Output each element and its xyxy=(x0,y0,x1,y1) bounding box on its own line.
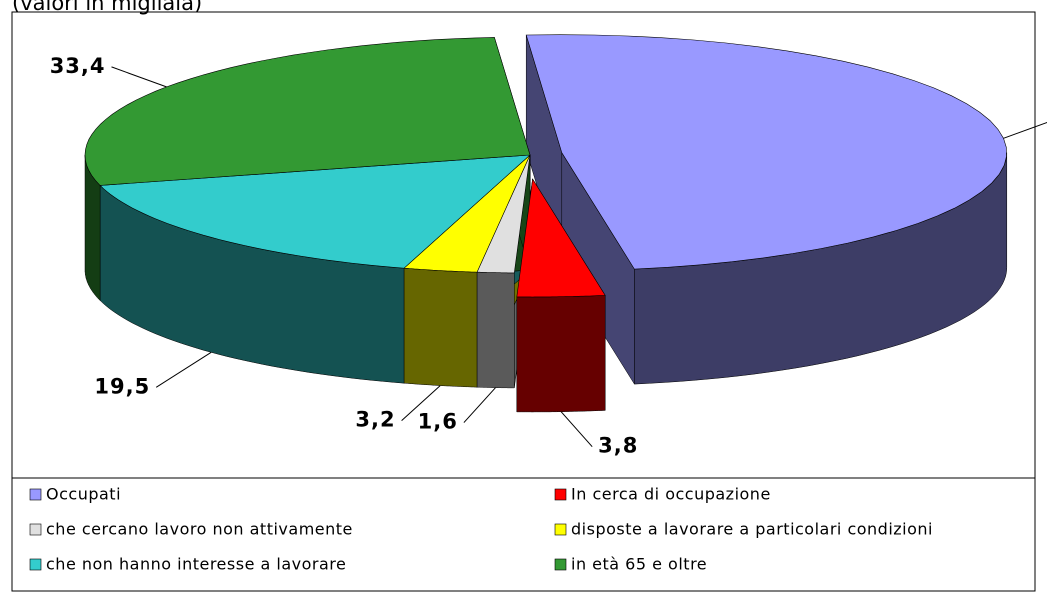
slice-side xyxy=(403,267,478,388)
legend-label: che cercano lavoro non attivamente xyxy=(46,520,353,539)
legend-swatch xyxy=(554,523,567,536)
legend-swatch xyxy=(29,523,42,536)
legend-label: in età 65 e oltre xyxy=(571,555,707,574)
value-label: 3,8 xyxy=(598,434,638,458)
value-label: 3,2 xyxy=(355,408,395,432)
slice-side xyxy=(516,295,606,413)
leader-line xyxy=(560,411,593,448)
legend-swatch xyxy=(29,488,42,501)
leader-line xyxy=(1003,121,1047,139)
leader-line xyxy=(111,66,167,88)
slice xyxy=(516,178,606,298)
legend-label: che non hanno interesse a lavorare xyxy=(46,555,346,574)
chart-subtitle: (valori in migliaia) xyxy=(12,0,202,15)
value-label: 33,4 xyxy=(50,54,106,78)
legend-label: Occupati xyxy=(46,485,121,504)
legend-swatch xyxy=(554,488,567,501)
legend-swatch xyxy=(29,558,42,571)
slice xyxy=(403,154,531,273)
slice-side xyxy=(476,271,515,389)
slice xyxy=(99,154,531,269)
leader-line xyxy=(401,385,441,421)
value-label: 19,5 xyxy=(94,374,150,398)
leader-line xyxy=(155,351,212,388)
legend-frame xyxy=(11,477,1036,592)
value-label: 1,6 xyxy=(418,410,458,434)
legend-label: disposte a lavorare a particolari condiz… xyxy=(571,520,933,539)
legend-swatch xyxy=(554,558,567,571)
legend-label: In cerca di occupazione xyxy=(571,485,771,504)
leader-line xyxy=(463,387,496,423)
